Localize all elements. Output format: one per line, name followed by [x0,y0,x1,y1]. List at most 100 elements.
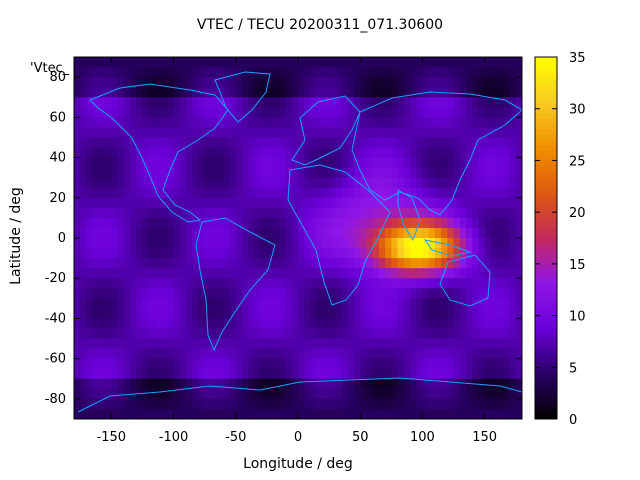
heatmap-cell [154,57,162,68]
heatmap-cell [248,57,255,68]
heatmap-cell [360,288,367,299]
heatmap-cell [204,338,212,350]
heatmap-cell [186,278,193,289]
heatmap-cell [291,388,299,400]
heatmap-cell [298,408,305,420]
heatmap-cell [123,288,131,299]
heatmap-cell [273,67,280,78]
heatmap-cell [192,328,199,340]
heatmap-cell [378,378,386,390]
heatmap-cell [304,358,311,370]
heatmap-cell [210,197,218,209]
heatmap-cell [273,318,280,329]
heatmap-cell [391,227,399,239]
heatmap-cell [453,308,461,319]
heatmap-cell [80,117,87,128]
heatmap-cell [378,338,386,350]
heatmap-cell [322,338,330,350]
heatmap-cell [117,298,125,309]
heatmap-cell [291,268,299,279]
heatmap-cell [459,147,467,159]
heatmap-cell [279,268,287,279]
heatmap-cell [422,77,430,88]
heatmap-cell [385,57,392,68]
heatmap-cell [173,308,181,319]
heatmap-cell [428,348,436,360]
heatmap-cell [123,217,131,229]
heatmap-cell [136,137,143,148]
heatmap-cell [478,288,486,299]
heatmap-cell [161,318,168,329]
heatmap-cell [453,147,461,159]
heatmap-cell [329,378,336,390]
heatmap-cell [148,258,156,269]
heatmap-cell [372,67,380,78]
heatmap-cell [229,288,237,299]
heatmap-cell [354,358,361,370]
heatmap-cell [372,207,380,219]
heatmap-cell [80,278,87,289]
heatmap-cell [347,268,355,279]
heatmap-cell [360,398,367,410]
heatmap-cell [472,408,479,420]
heatmap-cell [80,248,87,259]
heatmap-cell [304,398,311,410]
heatmap-cell [366,147,374,159]
heatmap-cell [335,308,343,319]
heatmap-cell [136,248,143,259]
heatmap-cell [347,338,355,350]
heatmap-cell [329,57,336,68]
heatmap-cell [403,117,411,128]
heatmap-cell [441,318,448,329]
heatmap-cell [378,268,386,279]
heatmap-cell [360,328,367,340]
heatmap-cell [136,207,143,219]
heatmap-cell [490,378,498,390]
heatmap-cell [192,227,199,239]
heatmap-cell [341,87,349,98]
heatmap-cell [310,278,318,289]
heatmap-cell [335,328,343,340]
heatmap-cell [142,117,150,128]
heatmap-cell [391,278,399,289]
heatmap-cell [266,157,274,169]
heatmap-cell [335,197,343,209]
heatmap-cell [378,157,386,169]
heatmap-cell [130,97,137,108]
heatmap-cell [372,388,380,400]
heatmap-cell [173,248,181,259]
heatmap-cell [403,398,411,410]
heatmap-cell [198,318,206,329]
heatmap-cell [341,127,349,138]
heatmap-cell [329,238,336,249]
heatmap-cell [210,87,218,98]
heatmap-cell [447,157,455,169]
heatmap-cell [316,137,324,148]
heatmap-cell [123,157,131,169]
heatmap-cell [509,308,517,319]
heatmap-cell [484,107,492,118]
heatmap-cell [515,227,523,239]
heatmap-cell [484,177,492,189]
heatmap-cell [92,197,100,209]
heatmap-cell [466,147,473,159]
heatmap-cell [378,248,386,259]
heatmap-cell [260,368,268,380]
heatmap-cell [273,87,280,98]
heatmap-cell [86,187,94,199]
heatmap-cell [410,368,417,380]
heatmap-cell [403,137,411,148]
heatmap-cell [335,408,343,420]
heatmap-cell [117,127,125,138]
heatmap-cell [378,298,386,309]
heatmap-cell [335,107,343,118]
heatmap-cell [80,388,87,400]
heatmap-cell [322,77,330,88]
heatmap-cell [466,217,473,229]
heatmap-cell [248,187,255,199]
heatmap-cell [136,318,143,329]
heatmap-cell [279,398,287,410]
heatmap-cell [329,408,336,420]
heatmap-cell [466,167,473,179]
heatmap-cell [260,87,268,98]
